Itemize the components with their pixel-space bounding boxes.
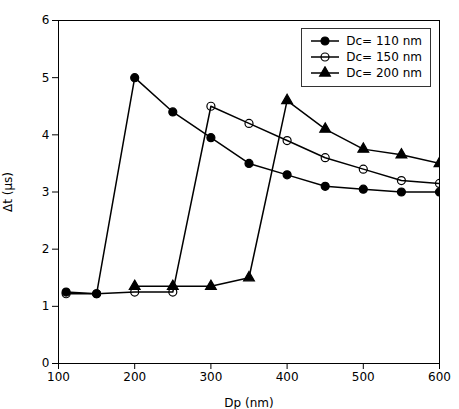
html-text:Dc= 150 nm: Dc= 150 nm (346, 50, 422, 65)
svg-text:200: 200 (123, 370, 146, 384)
svg-text:600: 600 (428, 370, 451, 384)
svg-text:Dp (nm): Dp (nm) (224, 396, 273, 409)
svg-text:Δt (μs): Δt (μs) (1, 172, 15, 212)
svg-text:6: 6 (42, 13, 50, 27)
svg-text:300: 300 (199, 370, 222, 384)
svg-text:100: 100 (47, 370, 70, 384)
svg-text:5: 5 (42, 71, 50, 85)
svg-text:500: 500 (352, 370, 375, 384)
svg-text:400: 400 (276, 370, 299, 384)
svg-text:2: 2 (42, 242, 50, 256)
svg-text:1: 1 (42, 299, 50, 313)
html-text:Dc= 200 nm: Dc= 200 nm (346, 66, 422, 81)
html-text:Dc= 110 nm: Dc= 110 nm (346, 34, 422, 48)
svg-text:0: 0 (42, 356, 50, 370)
svg-text:4: 4 (42, 128, 50, 142)
svg-text:3: 3 (42, 185, 50, 199)
